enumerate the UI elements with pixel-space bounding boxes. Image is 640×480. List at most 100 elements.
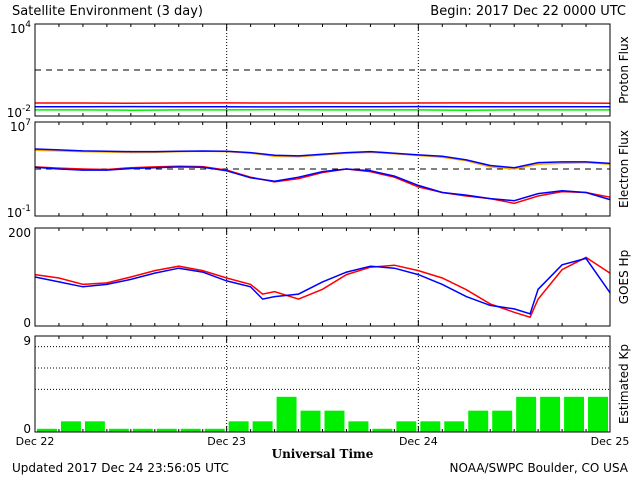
data-point — [561, 102, 563, 104]
data-point — [465, 296, 467, 298]
x-axis-label: Universal Time — [272, 447, 374, 461]
data-point — [513, 106, 515, 108]
data-point — [226, 102, 228, 104]
y-tick-label: 10-1 — [7, 204, 31, 220]
data-point — [513, 167, 515, 169]
kp-bar — [396, 421, 417, 432]
kp-bar — [444, 421, 465, 432]
series-blue-1 — [34, 148, 611, 169]
data-point — [393, 152, 395, 154]
kp-bar — [372, 428, 393, 432]
data-point — [58, 277, 60, 279]
data-point — [297, 298, 300, 300]
data-point — [82, 283, 84, 285]
y-tick-label: 107 — [10, 118, 31, 134]
data-point — [178, 102, 180, 104]
data-point — [529, 313, 531, 315]
data-point — [561, 106, 563, 108]
data-point — [369, 265, 372, 267]
data-point — [465, 159, 467, 161]
kp-bar — [37, 428, 57, 432]
data-point — [130, 278, 132, 281]
data-point — [58, 168, 60, 170]
data-point — [130, 109, 132, 111]
y-tick-label: 104 — [10, 20, 31, 36]
series-red-0 — [34, 256, 611, 319]
data-point — [465, 109, 467, 111]
data-point — [130, 106, 132, 108]
data-point — [465, 106, 467, 108]
data-point — [154, 270, 156, 272]
data-point — [250, 286, 252, 288]
data-point — [273, 109, 276, 111]
panel-electron: 107 10-1 Electron Flux — [7, 118, 631, 220]
data-point — [393, 267, 395, 269]
data-point — [585, 191, 587, 194]
data-point — [345, 168, 348, 170]
data-point — [106, 283, 108, 285]
data-point — [273, 296, 276, 298]
data-point — [58, 149, 60, 151]
data-point — [202, 150, 204, 152]
panel-proton: 104 10-2 Proton Flux — [7, 20, 631, 120]
data-point — [82, 286, 84, 288]
data-point — [297, 293, 300, 295]
data-point — [513, 200, 515, 202]
data-point — [178, 150, 180, 152]
x-tick-label: Dec 23 — [207, 435, 246, 448]
data-point — [345, 151, 348, 154]
data-point — [417, 186, 419, 188]
kp-bar — [564, 396, 585, 432]
panel-goes-hp: 200 0 GOES Hp — [8, 226, 631, 330]
data-point — [561, 162, 563, 164]
data-point — [417, 184, 419, 187]
data-point — [297, 176, 300, 178]
y-tick-label: 10-2 — [7, 104, 31, 120]
data-point — [489, 166, 491, 168]
data-point — [130, 151, 132, 153]
kp-bar — [420, 421, 441, 432]
data-point — [561, 269, 563, 271]
kp-bar — [132, 428, 153, 432]
data-point — [417, 154, 419, 156]
kp-bar — [156, 428, 177, 432]
data-point — [513, 109, 515, 111]
y-tick-label: 0 — [23, 316, 31, 330]
data-point — [262, 293, 264, 295]
data-point — [561, 190, 563, 192]
data-point — [82, 106, 84, 108]
data-point — [489, 164, 491, 167]
data-point — [369, 151, 372, 153]
data-point — [321, 281, 324, 283]
begin-time: Begin: 2017 Dec 22 0000 UTC — [430, 4, 626, 19]
data-point — [345, 273, 348, 276]
kp-bar — [60, 421, 81, 432]
data-point — [417, 273, 419, 276]
data-point — [226, 280, 228, 282]
data-point — [393, 175, 395, 177]
kp-bar — [276, 396, 297, 432]
data-point — [441, 155, 443, 157]
kp-bar — [204, 428, 225, 432]
data-point — [154, 167, 156, 169]
data-point — [561, 264, 563, 266]
data-point — [106, 150, 108, 152]
data-point — [369, 109, 372, 111]
data-point — [178, 265, 180, 267]
chart-title: Satellite Environment (3 day) — [12, 4, 203, 19]
data-point — [106, 169, 108, 171]
data-point — [393, 264, 395, 266]
data-point — [441, 283, 443, 285]
data-point — [226, 277, 228, 279]
kp-bar — [180, 428, 201, 432]
data-point — [321, 109, 324, 111]
kp-bar — [324, 410, 345, 432]
data-point — [178, 267, 180, 269]
data-point — [82, 150, 84, 152]
x-tick-label: Dec 25 — [591, 435, 630, 448]
data-point — [178, 109, 180, 111]
data-point — [202, 166, 204, 168]
data-point — [250, 283, 252, 285]
data-point — [561, 109, 563, 111]
